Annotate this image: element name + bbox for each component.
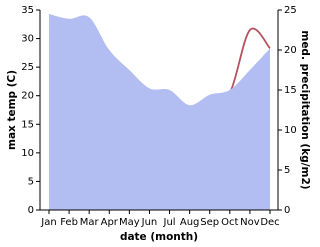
x-tick-label: Apr — [101, 217, 119, 228]
x-tick-label: Oct — [221, 217, 238, 228]
x-tick-label: Sep — [200, 217, 219, 228]
y2-tick-label: 10 — [284, 125, 297, 136]
y-tick-label: 30 — [21, 34, 34, 45]
x-tick-label: Jul — [163, 217, 176, 228]
x-tick-label: Aug — [180, 217, 200, 228]
y-tick-label: 25 — [21, 62, 34, 73]
y-axis-label: max temp (C) — [6, 70, 18, 150]
x-tick-label: Jun — [141, 217, 158, 228]
y2-tick-label: 5 — [284, 165, 290, 176]
x-tick-label: Feb — [60, 217, 78, 228]
x-tick-label: Nov — [240, 217, 260, 228]
y-tick-label: 10 — [21, 148, 34, 159]
y-tick-label: 15 — [21, 119, 34, 130]
x-tick-label: Mar — [80, 217, 100, 228]
y2-axis-label: med. precipitation (kg/m2) — [299, 30, 311, 189]
y-tick-label: 5 — [28, 176, 34, 187]
y2-tick-label: 20 — [284, 45, 297, 56]
y-tick-label: 35 — [21, 5, 34, 16]
x-tick-label: Jan — [40, 217, 56, 228]
y2-tick-label: 25 — [284, 5, 297, 16]
y-tick-label: 0 — [28, 205, 34, 216]
y-tick-label: 20 — [21, 91, 34, 102]
y2-tick-label: 15 — [284, 85, 297, 96]
x-axis-label: date (month) — [120, 231, 198, 243]
x-tick-label: Dec — [260, 217, 279, 228]
x-tick-label: May — [119, 217, 140, 228]
y2-tick-label: 0 — [284, 205, 290, 216]
precipitation-area — [49, 14, 270, 210]
